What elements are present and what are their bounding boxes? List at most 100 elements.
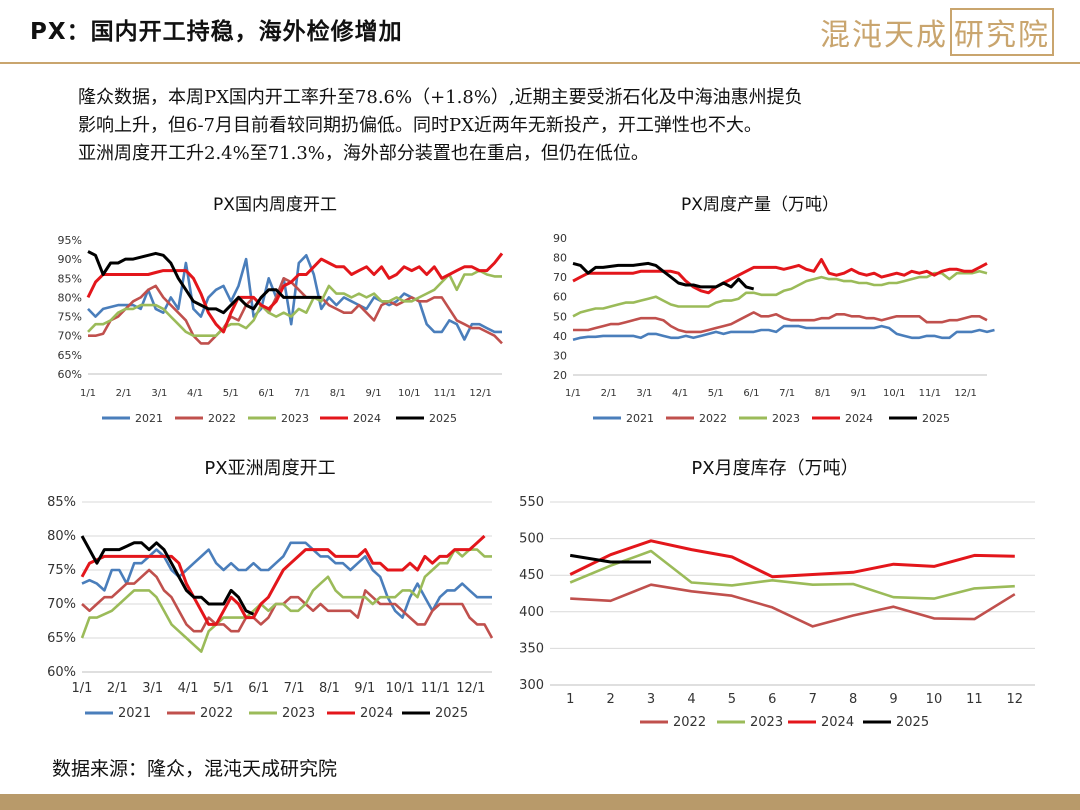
x-tick-label: 11/1: [919, 388, 941, 399]
chart-monthly-inventory: PX月度库存（万吨） 300 350 400 450 500 550 1 2 3 4 5 6 7 8 9 10 1…: [505, 452, 1045, 737]
x-tick-label: 1/1: [565, 388, 581, 399]
legend-label: 2022: [208, 412, 236, 425]
x-tick-label: 10: [926, 692, 943, 707]
x-tick-label: 4/1: [672, 388, 688, 399]
series-line-2023: [87, 269, 502, 337]
series-line-2025: [80, 535, 255, 616]
series-line-2022: [88, 277, 503, 345]
legend-label: 2022: [673, 715, 706, 730]
series-line-2022: [81, 568, 494, 639]
legend-label: 2021: [118, 706, 151, 721]
legend-label: 2024: [353, 412, 381, 425]
chart-weekly-output: PX周度产量（万吨） 20 30 40 50 60 70 80 90 1/1 2/1 3/1 4/1 5/…: [525, 188, 995, 438]
x-tick-label: 2/1: [116, 388, 132, 399]
logo-text-box: 研究院: [950, 8, 1054, 56]
x-tick-label: 8/1: [815, 388, 831, 399]
y-tick-label: 550: [519, 495, 544, 510]
x-tick-label: 4/1: [187, 388, 203, 399]
x-tick-label: 1/1: [80, 388, 96, 399]
chart-title: PX月度库存（万吨）: [691, 458, 858, 479]
chart-svg-domestic: PX国内周度开工 60% 65% 70% 75% 80% 85% 90% 95% 1/1 2/1 3/…: [58, 195, 504, 425]
x-tick-label: 6: [768, 692, 776, 707]
brand-logo: 混沌天成 研究院: [820, 8, 1054, 56]
x-tick-label: 12/1: [456, 681, 485, 696]
x-tick-label: 10/1: [883, 388, 905, 399]
y-tick-label: 20: [553, 369, 567, 382]
legend-label: 2023: [772, 412, 800, 425]
legend-label: 2023: [750, 715, 783, 730]
y-tick-label: 75%: [47, 563, 76, 578]
x-tick-label: 3: [647, 692, 655, 707]
x-tick-label: 9/1: [850, 388, 866, 399]
footer-bar: [0, 794, 1080, 810]
chart-svg-output: PX周度产量（万吨） 20 30 40 50 60 70 80 90 1/1 2/1 3/1 4/1 5/…: [553, 195, 995, 425]
page-title: PX：国内开工持稳，海外检修增加: [30, 19, 403, 45]
x-tick-label: 7/1: [284, 681, 305, 696]
x-tick-label: 6/1: [743, 388, 759, 399]
series-line-2021: [87, 254, 502, 341]
y-tick-label: 70%: [58, 330, 82, 343]
x-tick-label: 7: [809, 692, 817, 707]
y-tick-label: 70: [553, 271, 567, 284]
y-tick-label: 65%: [58, 349, 82, 362]
series-line-2022: [573, 311, 988, 334]
x-tick-label: 4/1: [178, 681, 199, 696]
y-tick-label: 80: [553, 252, 567, 265]
y-tick-label: 40: [553, 330, 567, 343]
x-tick-label: 9/1: [354, 681, 375, 696]
legend-label: 2025: [435, 706, 468, 721]
chart-domestic-run-rate: PX国内周度开工 60% 65% 70% 75% 80% 85% 90% 95% 1/1 2/1 3/…: [40, 188, 510, 438]
x-tick-label: 10/1: [398, 388, 420, 399]
series-line-2023: [80, 548, 492, 653]
x-tick-label: 3/1: [151, 388, 167, 399]
chart-svg-asia: PX亚洲周度开工 60% 65% 70% 75% 80% 85% 1/1 2/1 3/1 4/1 5/…: [47, 458, 494, 721]
summary-text: 隆众数据，本周PX国内开工率升至78.6%（+1.8%）,近期主要受浙石化及中海…: [78, 84, 1018, 168]
x-tick-label: 12: [1007, 692, 1024, 707]
legend-label: 2023: [281, 412, 309, 425]
x-tick-label: 8/1: [330, 388, 346, 399]
summary-line: 隆众数据，本周PX国内开工率升至78.6%（+1.8%）,近期主要受浙石化及中海…: [78, 87, 803, 108]
y-tick-label: 300: [519, 678, 544, 693]
x-tick-label: 2: [606, 692, 614, 707]
x-tick-label: 2/1: [601, 388, 617, 399]
legend-label: 2025: [896, 715, 929, 730]
x-tick-label: 6/1: [248, 681, 269, 696]
x-tick-label: 11/1: [434, 388, 456, 399]
summary-line: 影响上升，但6-7月目前看较同期扔偏低。同时PX近两年无新投产，开工弹性也不大。: [78, 115, 762, 136]
y-tick-label: 500: [519, 532, 544, 547]
y-tick-label: 400: [519, 605, 544, 620]
x-tick-label: 6/1: [258, 388, 274, 399]
x-tick-label: 11/1: [421, 681, 450, 696]
chart-title: PX亚洲周度开工: [204, 458, 335, 479]
legend-label: 2025: [922, 412, 950, 425]
x-tick-label: 1: [566, 692, 574, 707]
legend-label: 2022: [200, 706, 233, 721]
x-tick-label: 7/1: [779, 388, 795, 399]
legend-label: 2023: [282, 706, 315, 721]
y-tick-label: 80%: [58, 291, 82, 304]
legend-label: 2024: [845, 412, 873, 425]
legend-label: 2024: [821, 715, 854, 730]
series-line-2025: [572, 261, 755, 291]
x-tick-label: 12/1: [954, 388, 976, 399]
y-tick-label: 60: [553, 291, 567, 304]
legend-label: 2025: [429, 412, 457, 425]
legend-label: 2021: [626, 412, 654, 425]
x-tick-label: 1/1: [72, 681, 93, 696]
data-source-note: 数据来源：隆众，混沌天成研究院: [52, 758, 338, 780]
x-tick-label: 9: [889, 692, 897, 707]
series-line-2025: [569, 553, 651, 564]
y-tick-label: 75%: [58, 311, 82, 324]
series-line-2023: [569, 549, 1015, 600]
x-tick-label: 11: [966, 692, 983, 707]
y-tick-label: 90%: [58, 253, 82, 266]
series-line-2023: [572, 270, 988, 318]
legend-label: 2024: [360, 706, 393, 721]
y-tick-label: 80%: [47, 529, 76, 544]
y-tick-label: 60%: [47, 665, 76, 680]
x-tick-label: 3/1: [142, 681, 163, 696]
y-tick-label: 50: [553, 310, 567, 323]
x-tick-label: 4: [687, 692, 695, 707]
y-tick-label: 350: [519, 641, 544, 656]
legend-label: 2021: [135, 412, 163, 425]
